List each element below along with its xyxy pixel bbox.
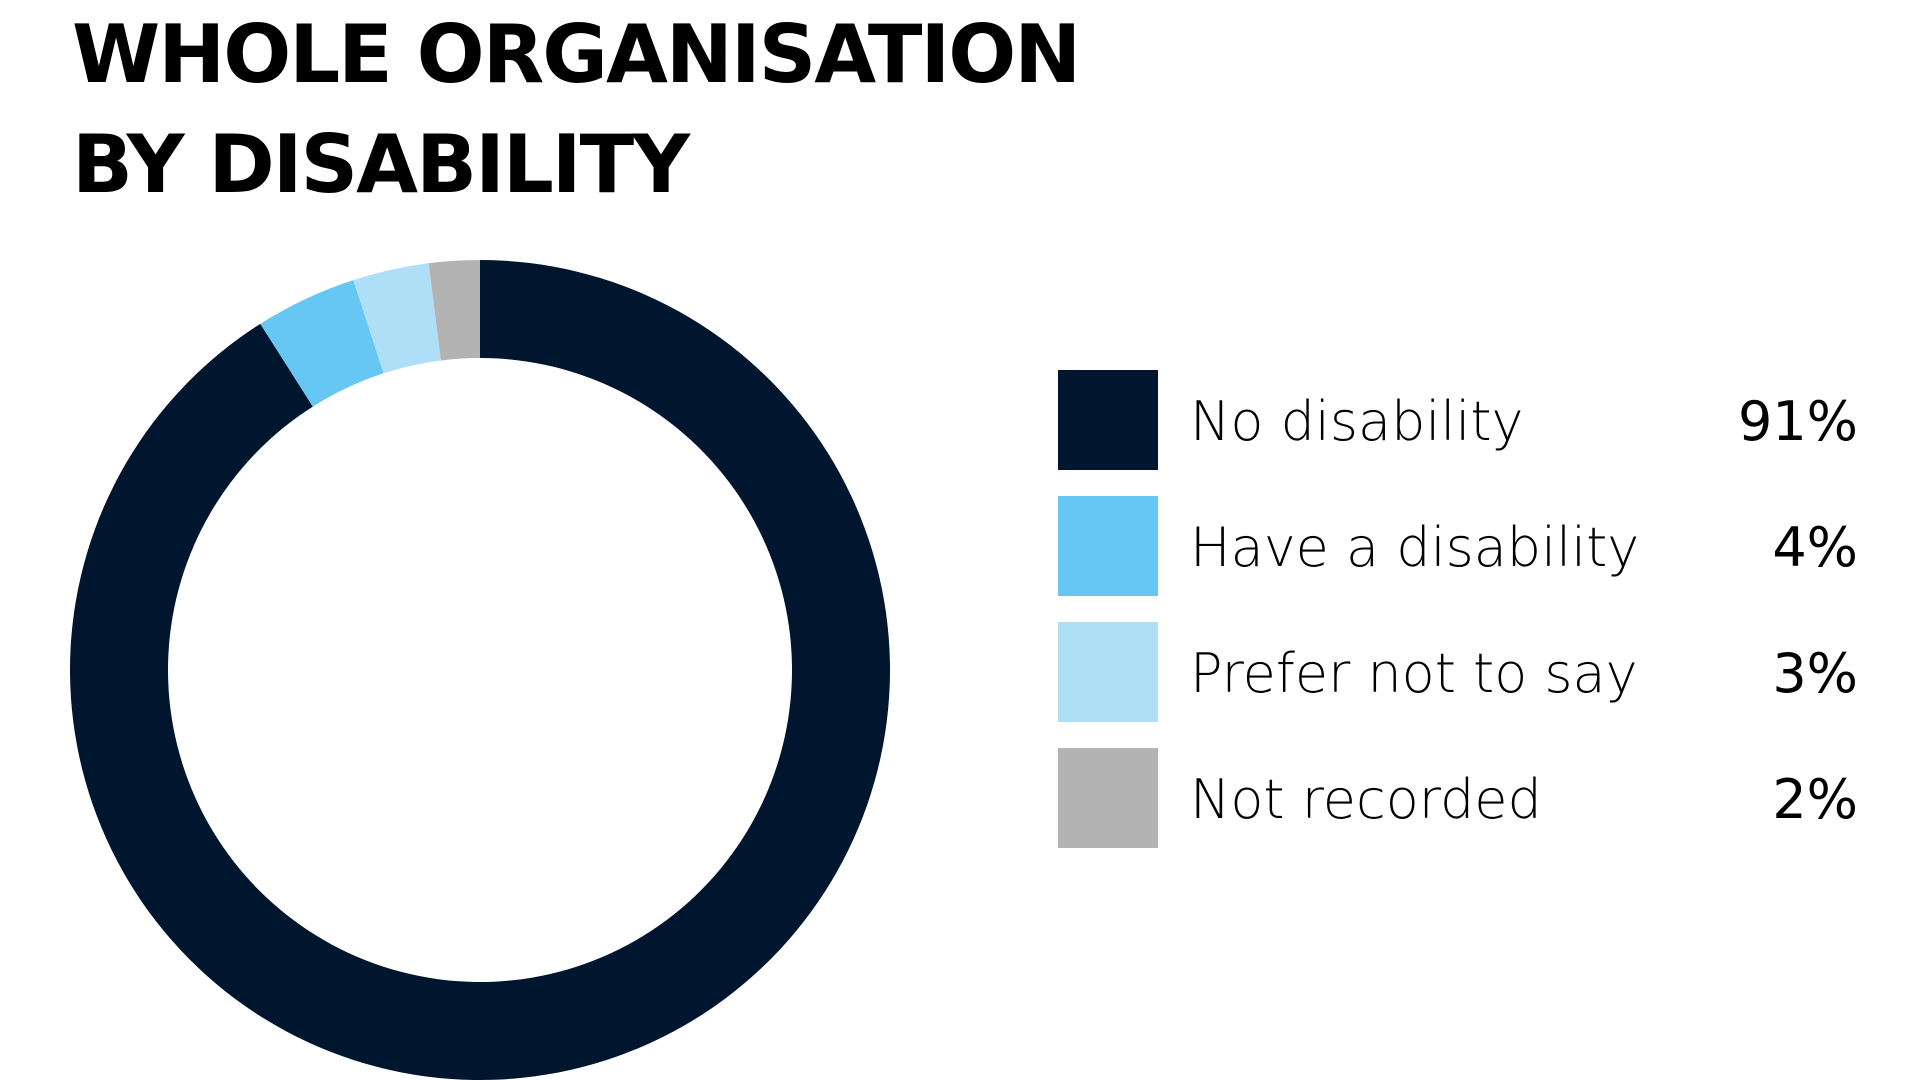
legend-value-prefer-not-to-say: 3%	[1772, 642, 1858, 705]
donut-slice-prefer-not-to-say	[353, 263, 441, 374]
legend-item-not-recorded: Not recorded 2%	[1058, 748, 1858, 874]
legend-value-no-disability: 91%	[1737, 390, 1858, 453]
legend-label-not-recorded: Not recorded	[1190, 768, 1542, 831]
donut-chart	[70, 260, 891, 1080]
donut-slice-have-a-disability	[260, 280, 384, 407]
legend-label-prefer-not-to-say: Prefer not to say	[1190, 642, 1638, 705]
chart-title-line-1: WHOLE ORGANISATION	[72, 8, 1081, 101]
legend-swatch-have-a-disability	[1058, 496, 1158, 596]
chart-legend: No disability 91% Have a disability 4% P…	[1058, 370, 1858, 874]
legend-swatch-no-disability	[1058, 370, 1158, 470]
legend-label-no-disability: No disability	[1190, 390, 1524, 453]
legend-item-no-disability: No disability 91%	[1058, 370, 1858, 496]
legend-item-prefer-not-to-say: Prefer not to say 3%	[1058, 622, 1858, 748]
legend-swatch-not-recorded	[1058, 748, 1158, 848]
chart-title: WHOLE ORGANISATION BY DISABILITY	[72, 0, 1081, 220]
legend-item-have-a-disability: Have a disability 4%	[1058, 496, 1858, 622]
legend-value-not-recorded: 2%	[1772, 768, 1858, 831]
donut-slice-not-recorded	[428, 260, 480, 361]
legend-swatch-prefer-not-to-say	[1058, 622, 1158, 722]
chart-title-line-2: BY DISABILITY	[72, 118, 690, 211]
legend-label-have-a-disability: Have a disability	[1190, 516, 1640, 579]
legend-value-have-a-disability: 4%	[1772, 516, 1858, 579]
donut-slice-no-disability	[70, 260, 891, 1080]
